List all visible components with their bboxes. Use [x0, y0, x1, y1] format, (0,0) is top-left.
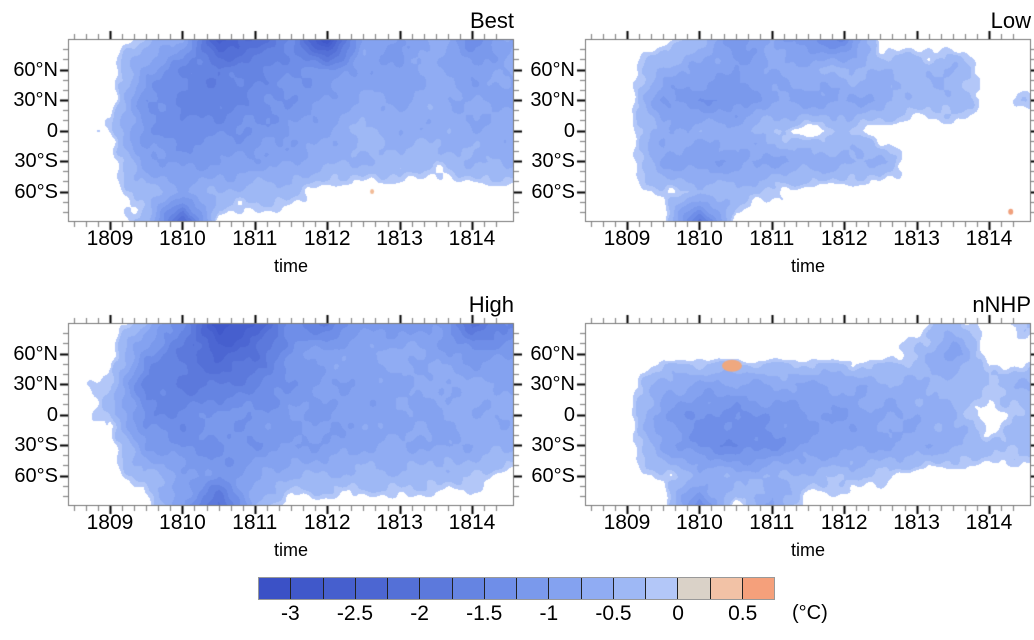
x-tick-label: 1814	[965, 511, 1013, 534]
y-tick-label: 60°S	[14, 180, 58, 203]
colorbar-tick-label: -2	[410, 602, 429, 625]
panel-low-plot-canvas	[573, 27, 1034, 234]
y-tick-label: 60°N	[13, 58, 58, 81]
y-tick-label: 0	[46, 403, 58, 426]
colorbar-segment	[678, 578, 711, 599]
colorbar-tick-label: -1	[539, 602, 559, 625]
x-tick-label: 1813	[376, 227, 423, 250]
colorbar-segment	[259, 578, 292, 599]
colorbar-segment	[517, 578, 550, 599]
x-tick-label: 1814	[448, 511, 496, 534]
colorbar-segment	[420, 578, 453, 599]
y-tick-label: 60°S	[531, 464, 575, 487]
x-tick-label: 1810	[159, 227, 206, 250]
y-tick-label: 60°N	[530, 58, 575, 81]
colorbar-tick-label: 0.5	[728, 602, 758, 625]
colorbar-segment	[355, 578, 388, 599]
panel-best-xaxis-title: time	[273, 256, 308, 276]
x-tick-label: 1814	[965, 227, 1013, 250]
y-tick-label: 60°N	[13, 342, 58, 365]
y-tick-label: 30°S	[531, 150, 575, 172]
x-tick-label: 1809	[86, 227, 134, 250]
y-tick-label: 60°S	[14, 464, 58, 487]
colorbar-segment	[388, 578, 421, 599]
colorbar-segment	[742, 578, 774, 599]
x-tick-label: 1811	[232, 511, 278, 534]
colorbar-tick-label: -3	[280, 602, 300, 625]
y-tick-label: 30°N	[530, 373, 575, 395]
colorbar-segment	[452, 578, 485, 599]
x-tick-label: 1810	[159, 511, 206, 534]
panel-best-plot-canvas	[56, 27, 526, 234]
temperature-colorbar	[258, 577, 775, 600]
x-tick-label: 1809	[603, 511, 651, 534]
colorbar-tick-label: 0	[672, 602, 684, 625]
panel-low-xaxis-title: time	[790, 256, 825, 276]
x-tick-label: 1814	[448, 227, 496, 250]
y-tick-label: 30°N	[530, 89, 575, 111]
colorbar-segment	[484, 578, 517, 599]
y-tick-label: 30°N	[13, 89, 58, 111]
y-tick-label: 30°S	[531, 434, 575, 456]
x-tick-label: 1810	[676, 227, 723, 250]
x-tick-label: 1812	[303, 511, 351, 534]
y-tick-label: 60°N	[530, 342, 575, 365]
colorbar-segment	[291, 578, 324, 599]
colorbar-tick-label: -0.5	[595, 602, 632, 625]
x-tick-label: 1812	[820, 227, 868, 250]
y-tick-label: 0	[46, 119, 58, 142]
x-tick-label: 1810	[676, 511, 723, 534]
panel-nnhp-xaxis-title: time	[790, 540, 825, 560]
x-tick-label: 1809	[86, 511, 134, 534]
y-tick-label: 0	[563, 119, 575, 142]
x-tick-label: 1812	[303, 227, 351, 250]
y-tick-label: 0	[563, 403, 575, 426]
colorbar-tick-label: -1.5	[466, 602, 503, 625]
colorbar-segment	[549, 578, 582, 599]
x-tick-label: 1811	[749, 227, 795, 250]
y-tick-label: 30°S	[14, 434, 58, 456]
y-tick-label: 30°S	[14, 150, 58, 172]
panel-high-plot-canvas	[56, 311, 526, 518]
x-tick-label: 1813	[376, 511, 423, 534]
x-tick-label: 1813	[893, 511, 940, 534]
x-tick-label: 1809	[603, 227, 651, 250]
x-tick-label: 1813	[893, 227, 940, 250]
x-tick-label: 1812	[820, 511, 868, 534]
colorbar-segment	[323, 578, 356, 599]
colorbar-segment	[710, 578, 743, 599]
colorbar-tick-label: -2.5	[336, 602, 374, 625]
y-tick-label: 60°S	[531, 180, 575, 203]
colorbar-unit-label: (°C)	[792, 602, 828, 624]
panel-nnhp-plot-canvas	[573, 311, 1034, 518]
panel-high-xaxis-title: time	[273, 540, 308, 560]
colorbar-segment	[646, 578, 679, 599]
colorbar-segment	[613, 578, 646, 599]
x-tick-label: 1811	[232, 227, 278, 250]
x-tick-label: 1811	[749, 511, 795, 534]
y-tick-label: 30°N	[13, 373, 58, 395]
colorbar-segment	[581, 578, 614, 599]
